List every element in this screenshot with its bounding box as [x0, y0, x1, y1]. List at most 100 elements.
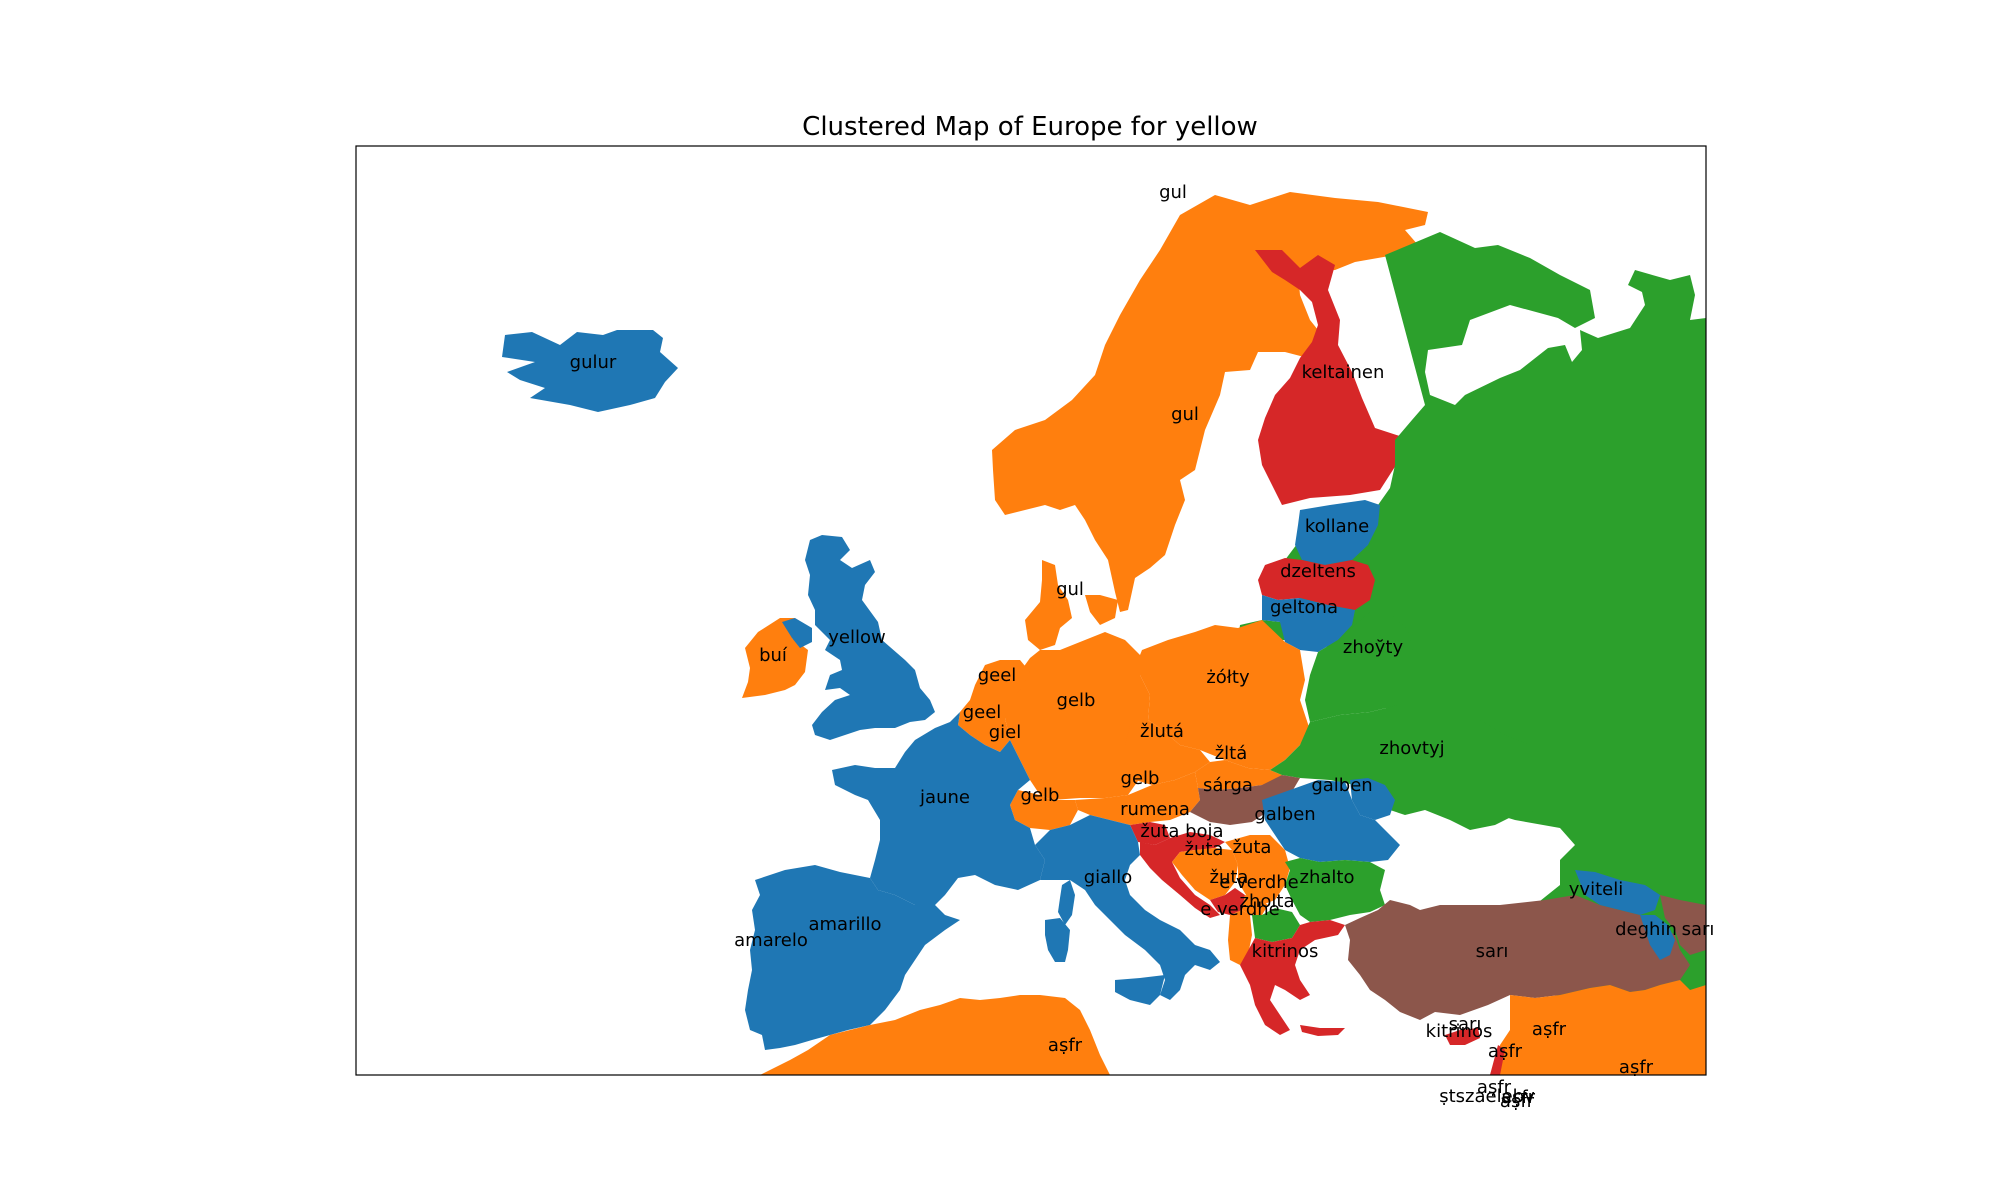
region-label-netherlands: geel — [978, 665, 1017, 686]
region-ireland[interactable] — [742, 618, 808, 698]
region-label-bosnia: žuta — [1185, 839, 1224, 860]
region-kosovo[interactable] — [1242, 895, 1268, 915]
region-hungary[interactable] — [1190, 775, 1300, 825]
region-armenia[interactable] — [1640, 915, 1675, 960]
region-labels: gul gulur keltainen gul kollane dzeltens gelto… — [570, 182, 1715, 1112]
region-moldova[interactable] — [1350, 778, 1395, 820]
region-lithuania[interactable] — [1262, 595, 1355, 652]
region-albania[interactable] — [1228, 910, 1252, 965]
region-israel[interactable] — [1490, 1045, 1505, 1075]
region-slovenia[interactable] — [1130, 822, 1170, 845]
region-label-ukraine: zhovtyj — [1379, 738, 1444, 759]
region-label-turkey: sarı — [1476, 941, 1509, 962]
region-finland[interactable] — [1255, 250, 1435, 505]
region-label-palestine: ṣtszaelebv — [1439, 1086, 1535, 1107]
region-great-britain[interactable] — [805, 535, 935, 740]
region-label-bulgaria: zhalto — [1300, 867, 1355, 888]
region-serbia[interactable] — [1225, 835, 1290, 905]
region-middle-east[interactable] — [1490, 980, 1706, 1075]
region-benelux[interactable] — [958, 660, 1030, 752]
region-label-montenegro: žuta — [1210, 867, 1249, 888]
region-romania[interactable] — [1262, 780, 1400, 862]
region-russia[interactable] — [1285, 232, 1706, 1075]
region-belarus[interactable] — [1305, 612, 1415, 722]
region-label-israel: aṣfr — [1477, 1077, 1512, 1098]
region-label-albania: e verdhe — [1200, 899, 1280, 920]
region-cyprus[interactable] — [1445, 1028, 1480, 1045]
region-label-finland: keltainen — [1302, 362, 1385, 383]
region-france[interactable] — [832, 712, 1045, 905]
region-label-france: jaune — [919, 787, 970, 808]
region-label-czechia: žlutá — [1140, 721, 1184, 742]
region-macedonia[interactable] — [1252, 908, 1300, 942]
region-iceland[interactable] — [502, 330, 678, 412]
region-scandinavia[interactable] — [992, 192, 1428, 612]
map-title: Clustered Map of Europe for yellow — [802, 112, 1258, 142]
region-label-egypt: aṣfr — [1500, 1091, 1535, 1112]
region-latvia[interactable] — [1258, 558, 1375, 610]
region-label-croatia: žuta boja — [1140, 821, 1223, 842]
region-label-slovakia: žltá — [1215, 743, 1248, 764]
region-label-switzerland-rm: rumena — [1120, 799, 1190, 820]
region-switzerland[interactable] — [1010, 790, 1078, 830]
region-label-sweden: gul — [1171, 404, 1199, 425]
region-label-lithuania: geltona — [1270, 597, 1338, 618]
region-label-iraq: aṣfr — [1619, 1057, 1654, 1078]
region-label-armenia: deghin — [1615, 919, 1677, 940]
region-label-switzerland: gelb — [1021, 785, 1060, 806]
region-label-iceland: gulur — [570, 352, 617, 373]
region-czechia[interactable] — [1125, 720, 1210, 785]
region-germany[interactable] — [1000, 632, 1150, 800]
region-georgia[interactable] — [1575, 870, 1660, 915]
region-label-serbia: žuta — [1233, 837, 1272, 858]
region-montenegro[interactable] — [1210, 888, 1245, 915]
region-italy[interactable] — [1035, 815, 1220, 1000]
region-sardinia[interactable] — [1045, 918, 1070, 962]
region-bosnia[interactable] — [1172, 848, 1238, 900]
region-ukraine[interactable] — [1270, 705, 1570, 830]
region-label-austria: gelb — [1121, 768, 1160, 789]
region-bulgaria[interactable] — [1285, 858, 1385, 922]
region-label-spain: amarillo — [808, 914, 881, 935]
region-label-svalbard: gul — [1159, 182, 1187, 203]
region-label-denmark: gul — [1056, 579, 1084, 600]
region-label-germany: gelb — [1057, 690, 1096, 711]
region-azerbaijan[interactable] — [1660, 895, 1706, 955]
map-regions — [502, 192, 1706, 1075]
region-greece[interactable] — [1240, 920, 1345, 1036]
region-label-moldova: galben — [1311, 775, 1372, 796]
region-label-estonia: kollane — [1305, 516, 1369, 537]
region-label-ireland: buí — [759, 645, 788, 666]
region-label-lebanon: aṣfr — [1488, 1041, 1523, 1062]
region-northern-ireland[interactable] — [782, 618, 812, 648]
map-frame — [355, 145, 1707, 1076]
region-croatia[interactable] — [1140, 832, 1225, 918]
region-corsica[interactable] — [1058, 880, 1075, 925]
region-label-macedonia: zholta — [1240, 891, 1295, 912]
region-label-syria: aṣfr — [1532, 1019, 1567, 1040]
region-label-cyprus-tr: sarı — [1449, 1014, 1482, 1035]
region-north-africa[interactable] — [760, 995, 1110, 1075]
region-iberia[interactable] — [745, 865, 960, 1050]
region-estonia[interactable] — [1295, 500, 1380, 565]
region-label-belgium: geel — [963, 702, 1002, 723]
region-poland[interactable] — [1140, 620, 1310, 770]
region-denmark[interactable] — [1025, 560, 1118, 650]
region-label-luxembourg: giel — [989, 722, 1022, 743]
region-label-italy: giallo — [1084, 867, 1132, 888]
region-label-belarus: zhoўty — [1343, 637, 1404, 658]
region-austria[interactable] — [1075, 772, 1200, 825]
region-label-portugal: amarelo — [734, 930, 808, 951]
region-label-jordan: aṣfr — [1501, 1087, 1536, 1108]
region-label-greece: kitrinos — [1252, 941, 1319, 962]
region-label-kosovo: e verdhe — [1219, 872, 1299, 893]
region-label-georgia: yviteli — [1569, 879, 1623, 900]
region-slovakia[interactable] — [1195, 760, 1282, 790]
region-sicily[interactable] — [1115, 975, 1165, 1005]
region-label-uk: yellow — [828, 627, 885, 648]
region-label-cyprus: kitrinos — [1426, 1021, 1493, 1042]
region-label-poland: żółty — [1206, 667, 1250, 688]
region-label-romania: galben — [1254, 804, 1315, 825]
region-turkey[interactable] — [1345, 895, 1690, 1020]
